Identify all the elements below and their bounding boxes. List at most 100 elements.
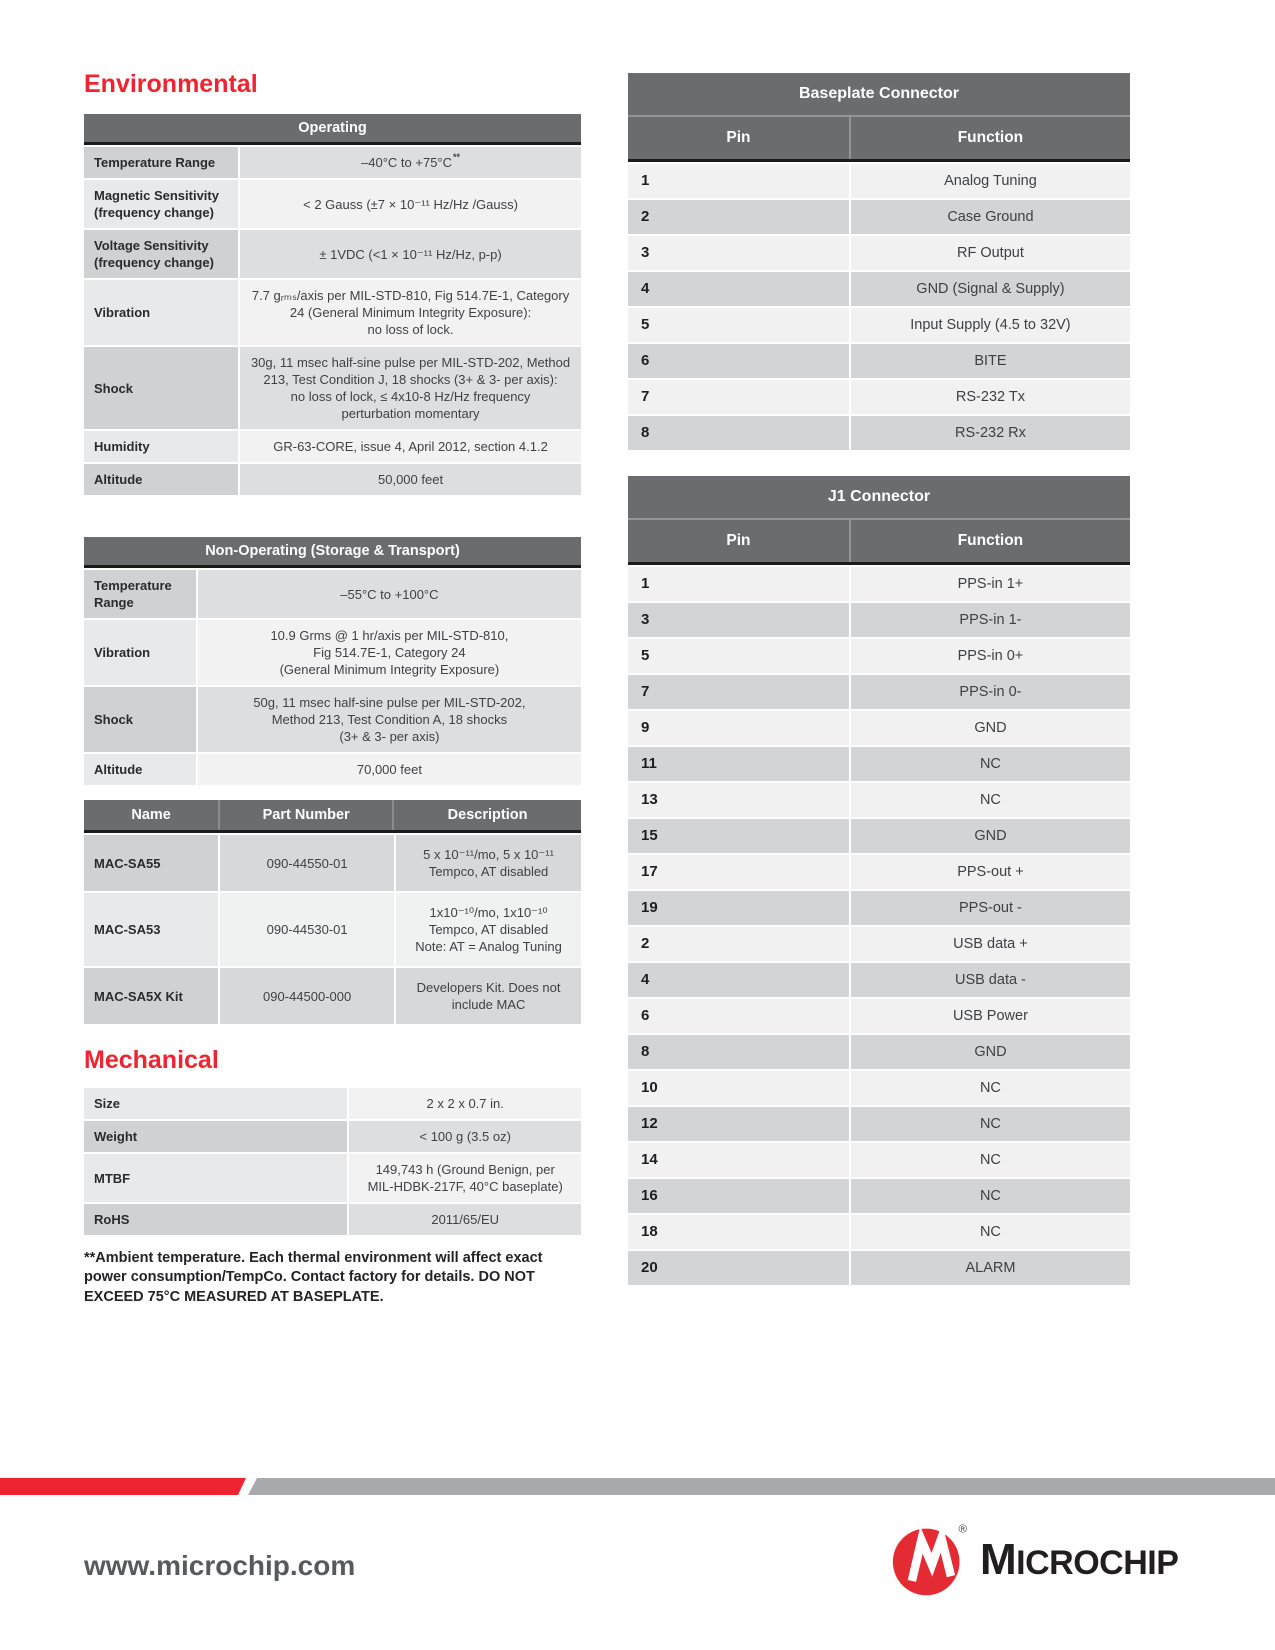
pin-number: 12 [628, 1107, 849, 1141]
table-row: 5 PPS-in 0+ [628, 639, 1130, 673]
part-name: MAC-SA55 [84, 835, 219, 891]
pin-function: GND [850, 1035, 1130, 1069]
non-operating-table: Non-Operating (Storage & Transport) Temp… [84, 537, 581, 785]
table-row: 20 ALARM [628, 1251, 1130, 1285]
table-row: 4 USB data - [628, 963, 1130, 997]
table-row: 5 Input Supply (4.5 to 32V) [628, 308, 1130, 342]
table-row: 13 NC [628, 783, 1130, 817]
table-row: Shock 30g, 11 msec half-sine pulse per M… [84, 347, 581, 429]
column-header-function: Function [848, 520, 1130, 562]
ambient-temperature-footnote: **Ambient temperature. Each thermal envi… [84, 1250, 543, 1305]
operating-table: Operating Temperature Range –40°C to +75… [84, 114, 581, 495]
spec-value: 50g, 11 msec half-sine pulse per MIL-STD… [197, 687, 581, 752]
table-row: 7 PPS-in 0- [628, 675, 1130, 709]
pin-number: 17 [628, 855, 849, 889]
table-row: MAC-SA53 090-44530-01 1x10⁻¹⁰/mo, 1x10⁻¹… [84, 893, 581, 966]
registered-trademark-symbol: ® [959, 1523, 968, 1535]
spec-label: Temperature Range [84, 147, 239, 178]
spec-label: RoHS [84, 1204, 348, 1235]
pin-number: 6 [628, 999, 849, 1033]
table-row: 4 GND (Signal & Supply) [628, 272, 1130, 306]
pin-function: RF Output [850, 236, 1130, 270]
spec-label: Shock [84, 347, 239, 429]
pin-function: Input Supply (4.5 to 32V) [850, 308, 1130, 342]
table-row: 1 Analog Tuning [628, 164, 1130, 198]
pin-function: USB data + [850, 927, 1130, 961]
connector-header-row: Pin Function [628, 117, 1130, 162]
table-row: Humidity GR-63-CORE, issue 4, April 2012… [84, 431, 581, 462]
pin-function: GND (Signal & Supply) [850, 272, 1130, 306]
part-number: 090-44500-000 [220, 968, 395, 1024]
pin-number: 20 [628, 1251, 849, 1285]
pin-number: 8 [628, 1035, 849, 1069]
table-row: 8 RS-232 Rx [628, 416, 1130, 450]
table-row: 3 RF Output [628, 236, 1130, 270]
microchip-website-link[interactable]: www.microchip.com [84, 1550, 356, 1581]
connector-header-row: Pin Function [628, 520, 1130, 565]
spec-value: 2 x 2 x 0.7 in. [349, 1088, 581, 1119]
spec-value: 50,000 feet [240, 464, 581, 495]
spec-label: Voltage Sensitivity (frequency change) [84, 230, 239, 278]
pin-number: 6 [628, 344, 849, 378]
pin-function: PPS-in 1+ [850, 567, 1130, 601]
pin-function: NC [850, 783, 1130, 817]
spec-label: Altitude [84, 754, 196, 785]
table-row: 11 NC [628, 747, 1130, 781]
footer-gray-stripe [248, 1478, 1275, 1495]
table-row: 19 PPS-out - [628, 891, 1130, 925]
pin-function: ALARM [850, 1251, 1130, 1285]
pin-function: NC [850, 1107, 1130, 1141]
wordmark-initial: M [980, 1535, 1017, 1584]
spec-value: 70,000 feet [197, 754, 581, 785]
left-column: Environmental Operating Temperature Rang… [84, 70, 581, 1307]
pin-function: NC [850, 1215, 1130, 1249]
table-row: Weight < 100 g (3.5 oz) [84, 1121, 581, 1152]
table-row: 15 GND [628, 819, 1130, 853]
table-row: 6 BITE [628, 344, 1130, 378]
table-row: 12 NC [628, 1107, 1130, 1141]
spec-label: Vibration [84, 280, 239, 345]
part-description: Developers Kit. Does not include MAC [396, 968, 581, 1024]
spec-label: Humidity [84, 431, 239, 462]
part-description: 1x10⁻¹⁰/mo, 1x10⁻¹⁰ Tempco, AT disabled … [396, 893, 581, 966]
table-row: Size 2 x 2 x 0.7 in. [84, 1088, 581, 1119]
table-title: J1 Connector [628, 476, 1130, 520]
footnote-marker: ** [453, 152, 461, 162]
pin-function: Analog Tuning [850, 164, 1130, 198]
table-row: 8 GND [628, 1035, 1130, 1069]
spec-value: ± 1VDC (<1 × 10⁻¹¹ Hz/Hz, p-p) [240, 230, 581, 278]
pin-number: 1 [628, 164, 849, 198]
pin-number: 10 [628, 1071, 849, 1105]
spec-value: < 2 Gauss (±7 × 10⁻¹¹ Hz/Hz /Gauss) [240, 180, 581, 228]
pin-function: GND [850, 711, 1130, 745]
table-row: 6 USB Power [628, 999, 1130, 1033]
spec-value: 30g, 11 msec half-sine pulse per MIL-STD… [240, 347, 581, 429]
pin-function: NC [850, 1143, 1130, 1177]
pin-function: Case Ground [850, 200, 1130, 234]
pin-function: GND [850, 819, 1130, 853]
spec-value: 149,743 h (Ground Benign, per MIL-HDBK-2… [349, 1154, 581, 1202]
spec-value: < 100 g (3.5 oz) [349, 1121, 581, 1152]
table-row: Altitude 70,000 feet [84, 754, 581, 785]
parts-header-row: Name Part Number Description [84, 800, 581, 833]
pin-number: 7 [628, 675, 849, 709]
spec-label: Temperature Range [84, 570, 196, 618]
part-description: 5 x 10⁻¹¹/mo, 5 x 10⁻¹¹ Tempco, AT disab… [396, 835, 581, 891]
pin-number: 1 [628, 567, 849, 601]
pin-number: 13 [628, 783, 849, 817]
pin-function: PPS-in 0+ [850, 639, 1130, 673]
table-row: Vibration 10.9 Grms @ 1 hr/axis per MIL-… [84, 620, 581, 685]
table-row: 3 PPS-in 1- [628, 603, 1130, 637]
spec-value: 10.9 Grms @ 1 hr/axis per MIL-STD-810, F… [197, 620, 581, 685]
pin-function: NC [850, 1179, 1130, 1213]
pin-number: 4 [628, 963, 849, 997]
pin-function: PPS-in 0- [850, 675, 1130, 709]
pin-function: RS-232 Tx [850, 380, 1130, 414]
microchip-logo-icon: ® [892, 1523, 968, 1596]
spec-value: 2011/65/EU [349, 1204, 581, 1235]
spec-label: MTBF [84, 1154, 348, 1202]
pin-number: 7 [628, 380, 849, 414]
column-header-pin: Pin [726, 532, 751, 549]
table-row: 7 RS-232 Tx [628, 380, 1130, 414]
pin-function: PPS-out + [850, 855, 1130, 889]
